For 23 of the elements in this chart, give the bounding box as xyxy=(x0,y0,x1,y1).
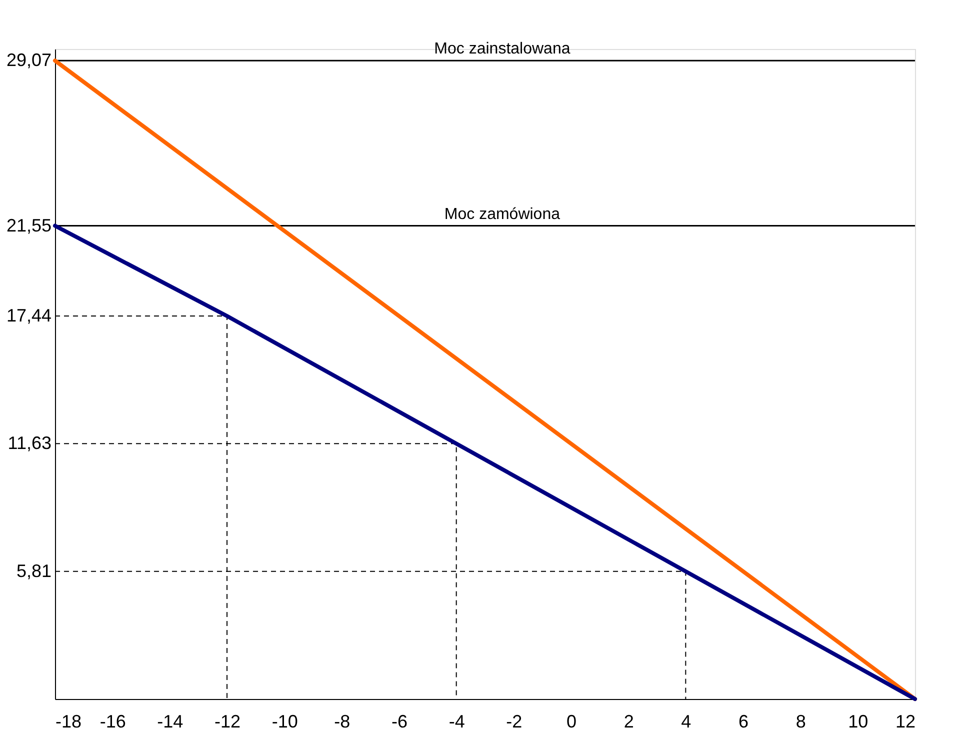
x-tick-label: -16 xyxy=(100,712,126,732)
x-tick-label: -18 xyxy=(56,712,82,732)
x-tick-label: -12 xyxy=(214,712,241,732)
x-tick-label: -6 xyxy=(391,712,408,732)
ref-line-label: Moc zainstalowana xyxy=(434,40,570,58)
ref-line-label: Moc zamówiona xyxy=(444,206,560,223)
x-tick-label: -10 xyxy=(272,712,298,732)
x-tick-label: 12 xyxy=(895,712,916,732)
x-tick-label: 6 xyxy=(738,712,749,732)
y-tick-label: 11,63 xyxy=(8,433,52,454)
x-tick-label: 2 xyxy=(624,712,634,732)
x-tick-label: -4 xyxy=(448,712,465,732)
y-tick-label: 17,44 xyxy=(6,306,52,326)
y-tick-label: 21,55 xyxy=(6,215,52,236)
x-tick-label: -14 xyxy=(157,712,184,732)
y-tick-label: 29,07 xyxy=(6,50,52,70)
x-tick-label: 0 xyxy=(566,712,577,732)
x-tick-label: 4 xyxy=(681,712,692,732)
x-tick-label: 8 xyxy=(796,712,806,732)
x-tick-label: -8 xyxy=(334,712,350,732)
x-tick-label: 10 xyxy=(848,712,868,732)
x-tick-label: -2 xyxy=(506,712,522,732)
y-tick-label: 5,81 xyxy=(16,560,52,581)
